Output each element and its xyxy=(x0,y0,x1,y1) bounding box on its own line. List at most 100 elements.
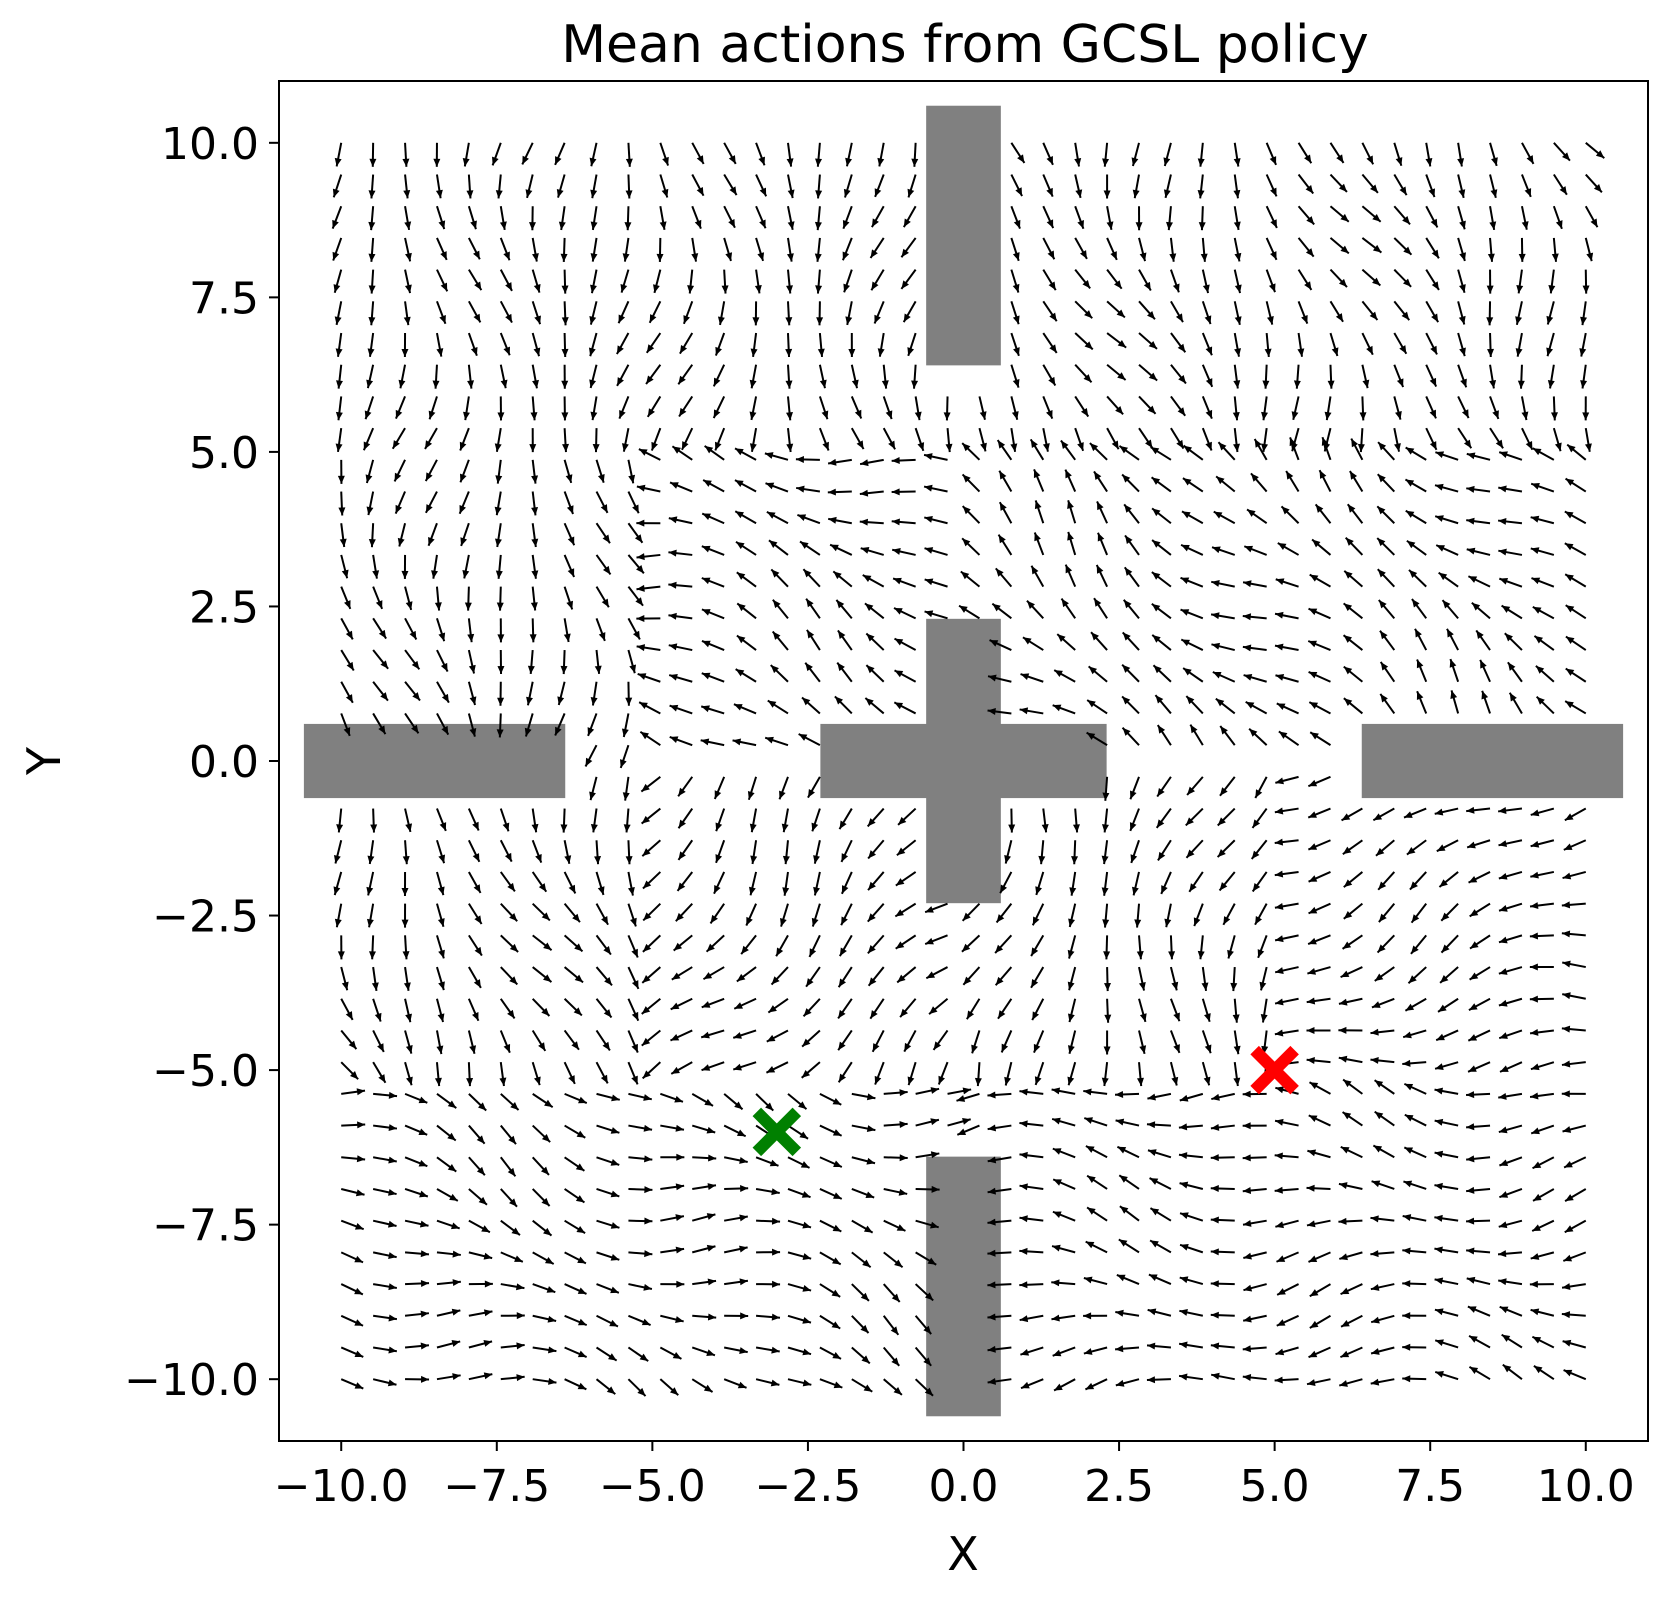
vector-arrow xyxy=(436,966,445,991)
vector-arrow xyxy=(723,1346,748,1355)
vector-arrow xyxy=(712,395,726,419)
vector-arrow xyxy=(527,649,535,675)
vector-arrow xyxy=(1361,268,1382,287)
vector-arrow xyxy=(564,1346,588,1358)
vector-arrow xyxy=(1498,1029,1523,1040)
vector-arrow xyxy=(1439,966,1459,984)
vector-arrow xyxy=(1083,1346,1108,1355)
vector-arrow xyxy=(937,1061,949,1085)
vector-arrow xyxy=(1211,580,1235,588)
vector-arrow xyxy=(660,1183,685,1191)
vector-arrow xyxy=(1306,1378,1331,1386)
vector-arrow xyxy=(1361,364,1370,389)
vector-arrow xyxy=(1564,1188,1587,1202)
vector-arrow xyxy=(1074,142,1082,167)
vector-arrow xyxy=(1182,667,1204,683)
chart-title: Mean actions from GCSL policy xyxy=(561,15,1369,75)
vector-arrow xyxy=(1504,632,1523,651)
vector-arrow xyxy=(362,427,375,451)
vector-arrow xyxy=(1585,173,1603,193)
vector-arrow xyxy=(701,672,725,683)
vector-arrow xyxy=(1020,1346,1044,1356)
vector-arrow xyxy=(1532,1156,1555,1170)
vector-arrow xyxy=(1052,1178,1076,1190)
vector-arrow xyxy=(995,903,1013,924)
vector-arrow xyxy=(1535,665,1555,683)
vector-arrow xyxy=(805,598,821,619)
vector-arrow xyxy=(1042,205,1055,229)
vector-arrow xyxy=(1487,237,1495,262)
vector-arrow xyxy=(435,332,444,357)
vector-arrow xyxy=(1067,1061,1077,1086)
vector-arrow xyxy=(705,934,725,953)
vector-arrow xyxy=(1297,142,1313,164)
vector-arrow xyxy=(1306,1219,1331,1228)
vector-arrow xyxy=(1402,1312,1427,1320)
vector-arrow xyxy=(915,1185,940,1193)
x-tick-label: 2.5 xyxy=(1084,1461,1154,1512)
vector-arrow xyxy=(619,744,630,769)
vector-arrow xyxy=(372,586,384,610)
vector-arrow xyxy=(1407,966,1427,984)
vector-arrow xyxy=(1242,1345,1267,1353)
vector-arrow xyxy=(1178,1373,1203,1381)
vector-arrow xyxy=(532,1378,557,1385)
vector-arrow xyxy=(1393,300,1411,321)
vector-arrow xyxy=(687,269,695,294)
vector-arrow xyxy=(560,237,568,262)
vector-arrow xyxy=(532,1124,551,1143)
vector-arrow xyxy=(1138,395,1157,415)
vector-arrow xyxy=(331,205,343,229)
vector-arrow xyxy=(1550,396,1558,421)
vector-arrow xyxy=(691,205,702,229)
vector-arrow xyxy=(1338,1026,1363,1034)
vector-arrow xyxy=(1376,934,1396,954)
vector-arrow xyxy=(772,599,789,619)
vector-arrow xyxy=(554,142,566,166)
vector-arrow xyxy=(1118,1238,1140,1254)
vector-arrow xyxy=(819,1346,842,1360)
vector-arrow xyxy=(1425,237,1440,259)
vector-arrow xyxy=(1318,469,1332,492)
vector-arrow xyxy=(1103,1030,1111,1055)
vector-arrow xyxy=(636,584,661,592)
vector-arrow xyxy=(1135,206,1143,231)
vector-arrow xyxy=(1250,472,1268,493)
vector-arrow xyxy=(1434,483,1459,493)
vector-arrow xyxy=(1440,902,1459,922)
vector-arrow xyxy=(1104,998,1112,1023)
vector-arrow xyxy=(956,1092,980,1102)
vector-arrow xyxy=(723,1156,748,1164)
vector-arrow xyxy=(1170,427,1185,450)
vector-arrow xyxy=(1372,807,1395,822)
vector-arrow xyxy=(883,1251,904,1269)
vector-arrow xyxy=(736,571,757,588)
vector-arrow xyxy=(1489,396,1500,420)
vector-arrow xyxy=(554,713,566,736)
vector-arrow xyxy=(1379,693,1396,715)
vector-arrow xyxy=(563,1029,580,1051)
vector-arrow xyxy=(778,776,789,800)
vector-arrow xyxy=(1121,727,1140,746)
obstacles xyxy=(303,105,1624,1417)
vector-arrow xyxy=(735,540,757,556)
vector-arrow xyxy=(1343,570,1364,588)
vector-arrow xyxy=(563,934,584,953)
vector-arrow xyxy=(368,174,376,199)
vector-arrow xyxy=(1180,638,1204,651)
vector-arrow xyxy=(1434,1371,1459,1381)
vector-arrow xyxy=(1274,1118,1299,1127)
obstacle-4 xyxy=(303,723,566,799)
vector-arrow xyxy=(1138,237,1147,262)
vector-arrow xyxy=(1584,205,1599,228)
vector-arrow xyxy=(1498,1124,1523,1134)
vector-arrow xyxy=(829,543,853,556)
vector-arrow xyxy=(1562,1339,1587,1349)
vector-arrow xyxy=(1338,1182,1363,1190)
vector-arrow xyxy=(871,1030,885,1053)
vector-arrow xyxy=(340,713,351,737)
vector-arrow xyxy=(1361,237,1383,254)
vector-arrow xyxy=(1498,485,1523,493)
vector-arrow xyxy=(368,301,376,326)
vector-arrow xyxy=(499,237,511,261)
